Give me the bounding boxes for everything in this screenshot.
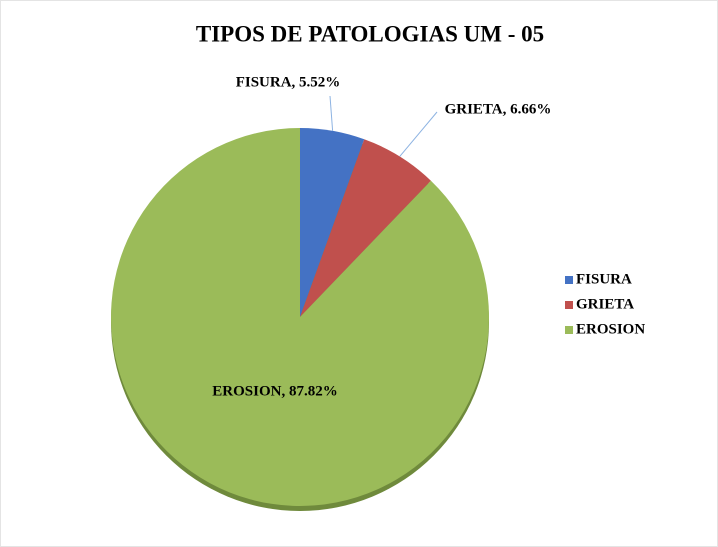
pie-slice [300,139,431,317]
legend-swatch [565,326,573,334]
data-label: FISURA, 5.52% [236,74,341,90]
legend-swatch [565,301,573,309]
pie-slice [110,128,489,506]
pie-slice [300,128,365,317]
legend-swatch [565,276,573,284]
legend-label: EROSION [576,321,645,337]
legend-label: FISURA [576,271,632,287]
leader-line [329,95,334,131]
chart-title: TIPOS DE PATOLOGIAS UM - 05 [196,21,544,46]
legend-label: GRIETA [576,296,634,312]
data-label: GRIETA, 6.66% [445,101,552,117]
leader-line [399,111,438,157]
data-label: EROSION, 87.82% [212,383,337,399]
